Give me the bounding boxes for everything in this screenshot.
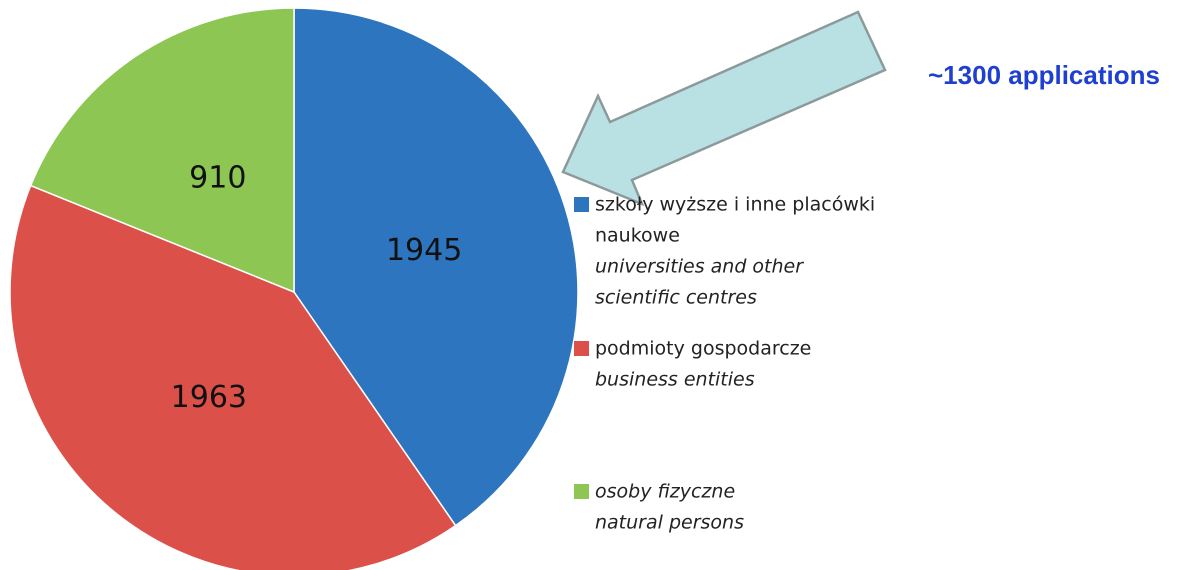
legend-label-en: scientific centres	[595, 287, 757, 309]
legend-swatch	[574, 197, 589, 212]
legend-label-en: universities and other	[595, 256, 804, 278]
data-label: 910	[189, 160, 246, 195]
data-label: 1945	[386, 233, 462, 268]
legend-label-en: natural persons	[595, 512, 744, 534]
legend-label: podmioty gospodarcze	[595, 338, 811, 360]
legend-swatch	[574, 341, 589, 356]
data-label: 1963	[171, 380, 247, 415]
pie-slice	[9, 184, 457, 570]
annotation: ~1300 applications	[928, 60, 1160, 90]
legend-label-en: osoby fizyczne	[595, 481, 735, 503]
legend-swatch	[574, 484, 589, 499]
pie-slice	[29, 7, 295, 294]
legend-label: naukowe	[595, 225, 680, 247]
legend-label: szkoły wyższe i inne placówki	[595, 194, 875, 216]
legend-label-en: business entities	[595, 369, 755, 391]
annotation-arrow	[561, 10, 887, 207]
pie-slice	[293, 7, 579, 527]
